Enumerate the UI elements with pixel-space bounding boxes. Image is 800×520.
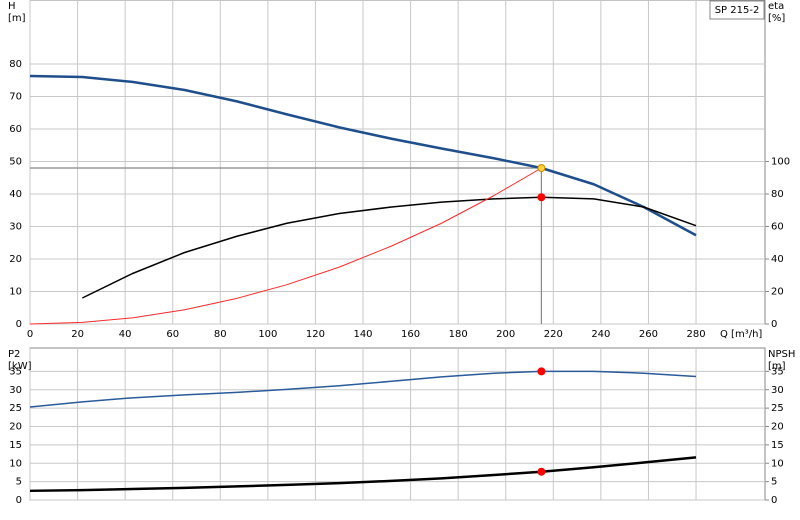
x-tick-label: 280: [686, 329, 705, 340]
y-tick-label: 25: [9, 403, 22, 414]
y-tick-label: 15: [9, 440, 22, 451]
y2-tick-label: 80: [771, 189, 784, 200]
y2-tick-label: 0: [771, 495, 777, 506]
y2-tick-label: 60: [771, 222, 784, 233]
x-axis-label: Q [m³/h]: [720, 329, 762, 340]
x-tick-label: 40: [119, 329, 132, 340]
y-axis-label: P2: [8, 349, 20, 360]
y-tick-label: 35: [9, 366, 22, 377]
y-tick-label: 30: [9, 222, 22, 233]
x-tick-label: 0: [27, 329, 33, 340]
x-tick-label: 80: [214, 329, 227, 340]
y-tick-label: 10: [9, 287, 22, 298]
y-tick-label: 20: [9, 254, 22, 265]
annotation-box: [709, 0, 765, 20]
y2-tick-label: 5: [771, 477, 777, 488]
curve: [29, 74, 697, 237]
y2-axis-unit: [m]: [768, 361, 786, 372]
y-axis-label: H: [8, 1, 16, 12]
y-axis-unit: [kW]: [8, 361, 32, 372]
y-tick-label: 50: [9, 157, 22, 168]
x-tick-label: 260: [639, 329, 658, 340]
y-tick-label: 20: [9, 422, 22, 433]
y-tick-label: 5: [16, 477, 22, 488]
curve: [29, 167, 542, 325]
annotation: SP 215-2: [715, 5, 760, 16]
curve: [82, 196, 697, 299]
x-tick-label: 60: [166, 329, 179, 340]
x-tick-label: 240: [591, 329, 610, 340]
y-tick-label: 40: [9, 189, 22, 200]
y2-tick-label: 35: [771, 366, 784, 377]
operating-point: [537, 193, 546, 202]
y2-tick-label: 15: [771, 440, 784, 451]
y-tick-label: 0: [16, 495, 22, 506]
y2-tick-label: 30: [771, 385, 784, 396]
x-tick-label: 220: [544, 329, 563, 340]
y2-tick-label: 20: [771, 422, 784, 433]
y2-tick-label: 0: [771, 319, 777, 330]
y-tick-label: 30: [9, 385, 22, 396]
x-tick-label: 160: [401, 329, 420, 340]
x-tick-label: 140: [353, 329, 372, 340]
y2-axis-label: NPSH: [768, 349, 795, 360]
y2-tick-label: 40: [771, 254, 784, 265]
curve: [29, 456, 697, 493]
x-tick-label: 200: [496, 329, 515, 340]
y2-tick-label: 100: [771, 157, 790, 168]
y-tick-label: 10: [9, 458, 22, 469]
y-axis-unit: [m]: [8, 13, 26, 24]
y-tick-label: 70: [9, 92, 22, 103]
y-tick-label: 80: [9, 59, 22, 70]
x-tick-label: 120: [306, 329, 325, 340]
operating-point: [537, 467, 546, 476]
x-tick-label: 100: [258, 329, 277, 340]
y2-axis-label: eta: [768, 1, 784, 12]
y2-axis-unit: [%]: [768, 13, 785, 24]
y-tick-label: 60: [9, 124, 22, 135]
operating-point: [537, 164, 546, 172]
y2-tick-label: 25: [771, 403, 784, 414]
operating-point: [537, 367, 546, 376]
plot-frame: [29, 347, 766, 501]
y-tick-label: 0: [16, 319, 22, 330]
x-tick-label: 20: [71, 329, 84, 340]
y2-tick-label: 20: [771, 287, 784, 298]
curve: [29, 370, 697, 408]
y2-tick-label: 10: [771, 458, 784, 469]
x-tick-label: 180: [449, 329, 468, 340]
